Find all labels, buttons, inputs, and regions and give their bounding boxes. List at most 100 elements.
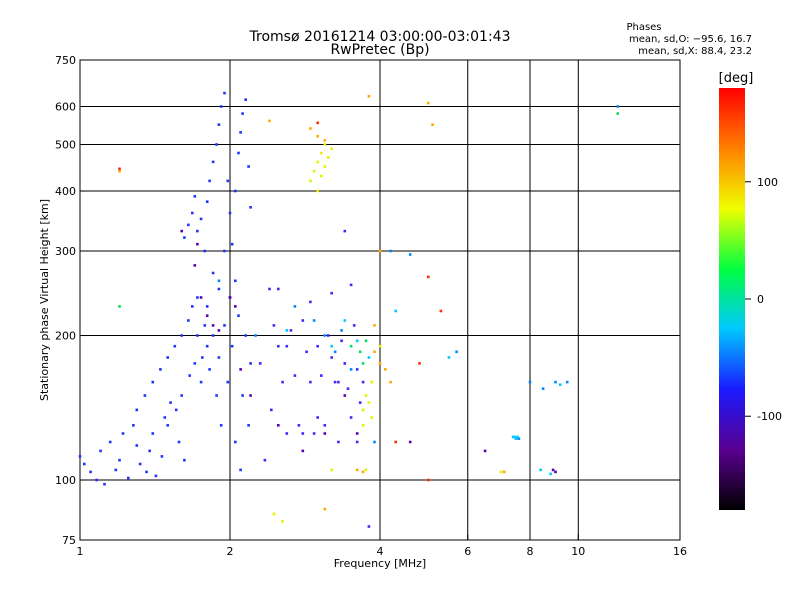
data-point [514,437,518,440]
data-point [408,440,412,444]
data-point [277,287,280,291]
data-point [239,131,242,134]
data-point [226,380,230,384]
y-axis-ticks: 75 100 200 300 400 500 600 750 [55,54,86,547]
data-point [312,169,316,173]
data-point [205,305,209,308]
data-point [281,520,284,523]
data-point [217,329,221,332]
data-point [301,319,305,322]
data-point [277,424,280,427]
data-point [169,401,172,404]
data-point [219,105,223,108]
data-point [160,455,164,458]
y-tick-label: 400 [55,185,76,198]
data-point [309,380,312,384]
data-point [367,95,371,98]
data-point [215,394,218,397]
colorbar-ticks: 100 0 -100 [745,176,782,423]
data-point [327,156,330,159]
data-point [83,462,86,466]
data-point [340,329,343,332]
data-point [355,432,359,435]
data-point [249,206,252,209]
data-point [166,356,169,359]
x-axis-label: Frequency [MHz] [334,557,426,570]
data-point [159,368,162,371]
data-point [145,470,148,474]
data-point [228,296,232,299]
data-point [285,432,289,435]
data-point [439,309,443,313]
colorbar [719,88,745,510]
data-point [188,374,191,377]
data-point [367,525,371,528]
data-point [268,119,271,123]
data-point [330,291,333,295]
data-point [316,189,319,193]
data-point [148,449,151,453]
data-point [270,408,273,412]
data-point [272,324,276,327]
data-point [330,344,333,348]
data-point [151,380,155,384]
data-point [539,468,542,472]
data-point [268,287,271,291]
data-point [163,416,167,419]
data-point [352,324,356,327]
data-point [118,458,121,462]
data-point [211,324,215,327]
data-point [254,334,257,337]
x-tick-label: 4 [377,545,384,558]
data-point [330,356,333,359]
data-point [289,329,293,332]
x-tick-label: 8 [527,545,534,558]
data-point [223,249,226,253]
data-point [174,408,178,412]
data-point [355,368,359,371]
x-tick-label: 2 [227,545,234,558]
data-point [127,476,130,480]
data-point [616,112,619,115]
data-point [151,432,155,435]
chart-title-line2: RwPretec (Bp) [330,42,429,58]
data-point [389,249,392,253]
data-point [427,478,430,482]
data-point [517,437,521,440]
data-point [244,334,247,337]
data-point [180,394,183,397]
data-point [549,472,552,476]
data-point [323,507,327,511]
data-point [355,440,359,444]
data-point [373,324,376,327]
data-point [355,339,359,343]
chart-title-line1: Tromsø 20161214 03:00:00-03:01:43 [249,29,511,45]
data-point [349,344,353,348]
data-point [327,334,330,337]
data-point [320,151,323,155]
phase-info-line1: mean, sd,O: −95.6, 16.7 [629,34,752,45]
data-point [173,344,177,348]
data-point [180,229,183,233]
data-point [349,368,353,371]
data-point [516,435,519,439]
data-point [301,449,305,453]
data-point [361,380,365,384]
data-point [312,319,316,322]
data-point [177,440,181,444]
data-point [373,350,376,354]
data-point [343,229,347,233]
data-point [427,101,430,105]
data-point [215,143,218,146]
data-point [196,229,199,233]
data-point [293,305,297,308]
data-point [234,305,237,308]
data-point [219,424,223,427]
data-point [337,440,340,444]
data-point [343,319,347,322]
data-point [196,334,199,337]
data-point [208,179,211,183]
data-point [558,383,562,386]
data-point [455,350,458,354]
data-point [316,344,319,348]
